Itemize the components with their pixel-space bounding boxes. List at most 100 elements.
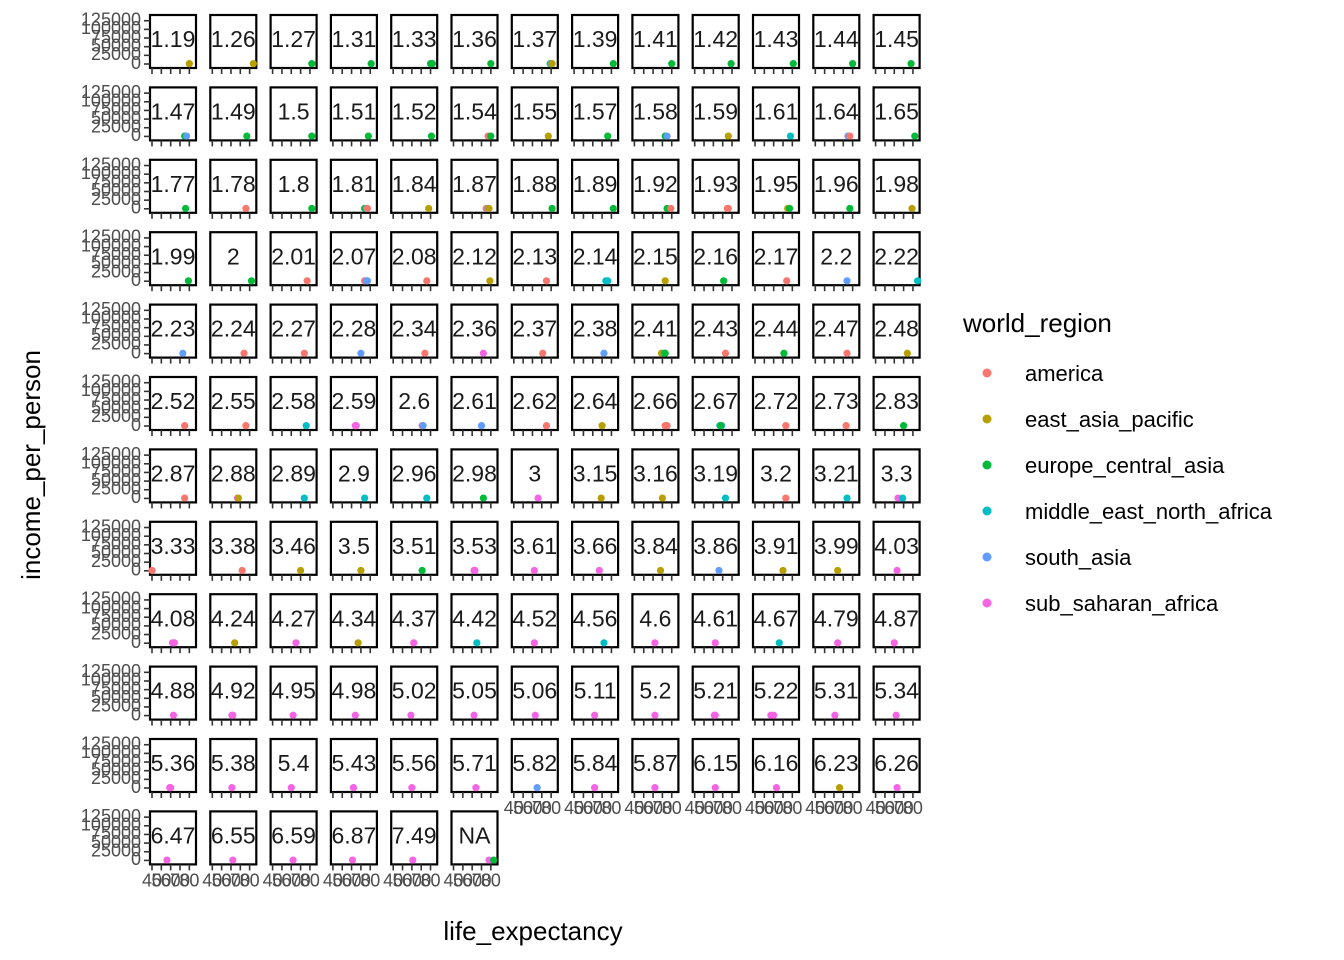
facet-panel: 5.2 <box>631 665 680 726</box>
facet-label: 2.37 <box>512 316 557 342</box>
y-tick-label: 50000 <box>91 470 141 490</box>
legend-key <box>982 552 992 562</box>
facet-label: 4.37 <box>392 605 437 631</box>
panel-border <box>751 13 801 70</box>
facet-panel: 4.67 <box>751 593 801 654</box>
panel-border <box>329 231 378 287</box>
facet-label: 4.6 <box>639 605 671 631</box>
facet-panel: 4.27 <box>269 593 318 654</box>
data-point <box>423 277 431 285</box>
facet-panel: 3 <box>510 448 559 509</box>
facet-label: 3.3 <box>881 460 913 486</box>
y-tick-label: 125000 <box>81 9 141 29</box>
panel-border <box>691 375 740 432</box>
facet-label: 1.44 <box>814 26 859 52</box>
facet-panel: 4.56 <box>570 593 620 654</box>
facet-panel: 1.64 <box>812 86 861 147</box>
facet-label: 3.46 <box>271 533 316 559</box>
y-tick-label: 125000 <box>81 299 141 319</box>
panel-border <box>329 520 378 576</box>
x-tick-label: 70 <box>411 870 431 890</box>
y-tick-label: 0 <box>131 198 141 218</box>
facet-panel: 5.02 <box>390 665 439 726</box>
data-point <box>539 349 547 357</box>
panel-border <box>751 231 801 287</box>
data-point <box>903 349 911 357</box>
facet-label: 2.23 <box>151 316 196 342</box>
facet-label: 5.06 <box>512 678 557 704</box>
facet-label: 3.33 <box>151 533 196 559</box>
y-tick-label: 25000 <box>91 696 141 716</box>
data-point <box>238 566 246 575</box>
panel-border <box>751 158 801 214</box>
panel-border <box>329 13 378 70</box>
y-tick-label: 125000 <box>81 733 141 753</box>
facet-label: 3.53 <box>452 533 497 559</box>
data-point <box>357 566 365 575</box>
facet-label: 6.87 <box>332 822 377 848</box>
facet-label: 2.36 <box>452 316 497 342</box>
facet-label: 1.37 <box>512 26 557 52</box>
facet-panel: 1.55 <box>510 86 559 147</box>
x-tick-label: 50 <box>272 870 292 890</box>
facet-panel: 2.83 <box>872 375 921 436</box>
facet-panel: 3.86 <box>691 520 740 581</box>
facet-panel: 5.34 <box>872 665 921 726</box>
panel-border <box>570 13 620 70</box>
facet-label: 5.31 <box>814 678 859 704</box>
data-point <box>843 349 851 357</box>
y-tick-label: 100000 <box>81 453 141 473</box>
data-point <box>182 132 191 140</box>
data-point <box>351 711 359 719</box>
y-tick-label: 75000 <box>91 751 141 771</box>
panel-border <box>570 375 620 432</box>
facet-panel: 1.41 <box>631 13 680 74</box>
data-point <box>834 639 842 647</box>
facet-panel: 1.65 <box>872 86 921 147</box>
panel-border <box>450 665 499 721</box>
facet-label: 2.64 <box>573 388 618 414</box>
data-point <box>530 566 538 575</box>
panel-border <box>872 520 921 576</box>
facet-panel: 4.34 <box>329 593 378 654</box>
x-tick-label: 80 <box>179 870 199 890</box>
facet-panel: 3.21 <box>812 448 861 509</box>
data-point <box>408 784 416 792</box>
panel-border <box>269 737 318 794</box>
data-point <box>720 277 728 285</box>
facet-label: 4.79 <box>814 605 859 631</box>
data-point <box>597 494 605 502</box>
panel-border <box>691 520 740 576</box>
panel-border <box>269 520 318 576</box>
x-tick-label: 80 <box>541 798 561 818</box>
data-point <box>663 422 671 430</box>
facet-label: 5.34 <box>874 678 919 704</box>
facet-label: 3.15 <box>573 460 618 486</box>
facet-panel: 5.11 <box>570 665 620 726</box>
facet-label: 5.02 <box>392 678 437 704</box>
facet-label: 5.05 <box>452 678 497 704</box>
facet-panel: 2.59 <box>329 375 378 436</box>
facet-label: 2.72 <box>754 388 799 414</box>
data-point <box>907 60 915 68</box>
facet-label: 5.21 <box>693 678 738 704</box>
x-tick-label: 60 <box>462 870 482 890</box>
data-point <box>779 566 787 575</box>
panel-border <box>450 13 499 70</box>
facet-label: 2.67 <box>693 388 738 414</box>
panel-border <box>329 665 378 721</box>
y-tick-label: 125000 <box>81 82 141 102</box>
data-point <box>229 711 237 719</box>
facet-label: NA <box>459 822 492 848</box>
facet-label: 2.73 <box>814 388 859 414</box>
facet-panel: 2.01 <box>269 231 318 292</box>
y-tick-label: 75000 <box>91 678 141 698</box>
data-point <box>479 349 487 357</box>
x-tick-label: 70 <box>230 870 250 890</box>
panel-border <box>812 13 861 70</box>
data-point <box>900 422 908 430</box>
facet-panel: 1.57 <box>570 86 620 147</box>
